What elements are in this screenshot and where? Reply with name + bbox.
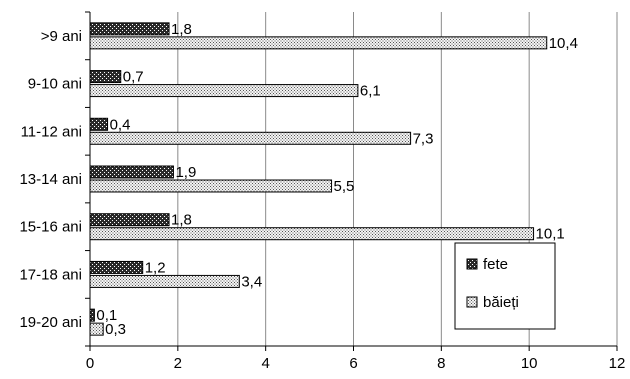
bar-fete <box>89 260 144 274</box>
bar-baieti <box>89 179 333 193</box>
category-label: >9 ani <box>41 28 82 45</box>
bar-fete <box>89 213 170 227</box>
bar-baieti <box>89 36 548 50</box>
legend-swatch-baieti <box>466 296 478 308</box>
category-label: 13-14 ani <box>19 171 82 188</box>
x-tick-label: 12 <box>609 355 626 372</box>
bar-fete <box>89 308 95 322</box>
legend-label: fete <box>483 256 508 273</box>
x-tick-label: 4 <box>261 355 269 372</box>
category-label: 15-16 ani <box>19 219 82 236</box>
category-label: 17-18 ani <box>19 266 82 283</box>
legend-swatch-fete <box>466 258 478 270</box>
data-label: 1,2 <box>145 259 166 276</box>
x-tick-label: 8 <box>437 355 445 372</box>
bar-fete <box>89 165 174 179</box>
data-label: 6,1 <box>360 83 381 100</box>
bar-fete <box>89 117 109 131</box>
data-label: 7,3 <box>413 130 434 147</box>
bar-fete <box>89 22 170 36</box>
data-label: 1,8 <box>171 21 192 38</box>
data-label: 1,8 <box>171 212 192 229</box>
x-tick-label: 2 <box>174 355 182 372</box>
bar-fete <box>89 70 122 84</box>
category-label: 19-20 ani <box>19 314 82 331</box>
bar-baieti <box>89 274 240 288</box>
x-tick-label: 10 <box>521 355 538 372</box>
data-label: 1,9 <box>175 164 196 181</box>
data-label: 3,4 <box>241 273 262 290</box>
data-label: 0,3 <box>105 321 126 338</box>
bar-baieti <box>89 227 535 241</box>
data-label: 10,1 <box>536 226 565 243</box>
legend-label: băieți <box>483 294 519 311</box>
data-label: 5,5 <box>334 178 355 195</box>
data-label: 0,7 <box>123 69 144 86</box>
category-label: 9-10 ani <box>28 76 82 93</box>
bar-baieti <box>89 322 104 336</box>
category-label: 11-12 ani <box>21 123 82 140</box>
x-tick-label: 0 <box>86 355 94 372</box>
x-tick-label: 6 <box>349 355 357 372</box>
legend-box <box>454 242 556 330</box>
bar-baieti <box>89 131 412 145</box>
data-label: 0,1 <box>96 307 117 324</box>
data-label: 10,4 <box>549 35 578 52</box>
data-label: 0,4 <box>110 116 131 133</box>
bar-baieti <box>89 84 359 98</box>
